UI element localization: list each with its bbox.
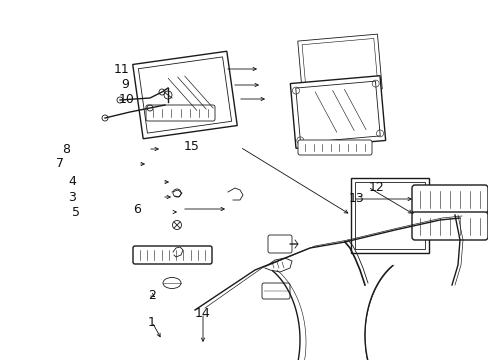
Text: 1: 1 xyxy=(147,316,155,329)
FancyBboxPatch shape xyxy=(133,246,212,264)
Text: 14: 14 xyxy=(195,307,210,320)
Ellipse shape xyxy=(163,278,181,288)
Polygon shape xyxy=(297,34,382,96)
Polygon shape xyxy=(350,177,428,252)
Text: 9: 9 xyxy=(121,78,128,91)
FancyBboxPatch shape xyxy=(411,212,487,240)
FancyBboxPatch shape xyxy=(297,140,371,155)
FancyBboxPatch shape xyxy=(267,235,291,253)
Text: 5: 5 xyxy=(72,206,80,219)
Text: 3: 3 xyxy=(68,191,76,204)
Text: 7: 7 xyxy=(56,157,63,170)
Polygon shape xyxy=(138,57,231,133)
Text: 8: 8 xyxy=(62,143,70,156)
FancyBboxPatch shape xyxy=(411,185,487,213)
Polygon shape xyxy=(295,81,380,143)
Text: 12: 12 xyxy=(368,181,384,194)
FancyBboxPatch shape xyxy=(262,283,289,299)
Text: 4: 4 xyxy=(68,175,76,188)
Text: 15: 15 xyxy=(183,140,199,153)
Polygon shape xyxy=(132,51,237,139)
Polygon shape xyxy=(354,181,424,248)
Text: 10: 10 xyxy=(118,93,134,105)
Text: 2: 2 xyxy=(147,289,155,302)
Polygon shape xyxy=(290,76,385,148)
Text: 6: 6 xyxy=(133,203,141,216)
Polygon shape xyxy=(302,39,377,91)
FancyBboxPatch shape xyxy=(146,105,215,121)
Text: 13: 13 xyxy=(348,192,364,205)
Text: 11: 11 xyxy=(113,63,129,76)
